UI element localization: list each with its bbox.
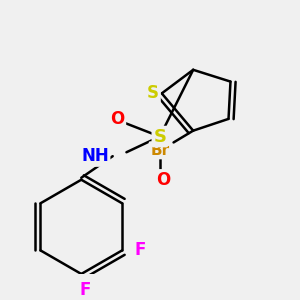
Text: O: O — [157, 171, 171, 189]
Text: F: F — [134, 242, 146, 260]
Text: NH: NH — [81, 147, 109, 165]
Text: Br: Br — [150, 143, 170, 158]
Text: S: S — [147, 84, 159, 102]
Text: O: O — [110, 110, 124, 128]
Text: S: S — [153, 128, 166, 146]
Text: F: F — [80, 281, 91, 299]
